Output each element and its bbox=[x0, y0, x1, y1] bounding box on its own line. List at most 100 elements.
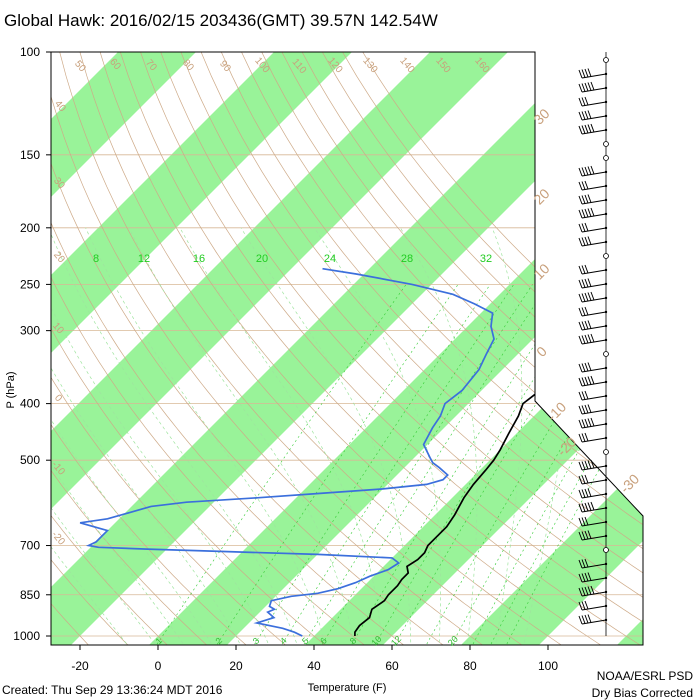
wind-barb-dot bbox=[604, 338, 608, 342]
dewpoint-line bbox=[79, 267, 495, 637]
wind-barb-feather bbox=[581, 377, 586, 386]
wind-barb-feather bbox=[587, 502, 592, 511]
wind-barb-dot bbox=[604, 534, 608, 538]
wind-barb-feather bbox=[581, 531, 586, 540]
wind-barb-feather bbox=[578, 461, 583, 471]
y-tick-label: 400 bbox=[20, 397, 40, 411]
y-tick-label: 250 bbox=[20, 277, 40, 291]
x-tick-label: 20 bbox=[229, 659, 243, 673]
wind-barb-dot bbox=[604, 240, 608, 244]
wind-barb-shaft bbox=[581, 605, 607, 611]
wind-barb-feather bbox=[578, 517, 583, 527]
wind-barb-feather bbox=[581, 209, 586, 218]
wind-barb-feather bbox=[590, 81, 595, 91]
mixing-ratio-line bbox=[301, 284, 533, 645]
wind-barb-dot bbox=[604, 422, 608, 426]
mixing-ratio-bottom-label: 2 bbox=[213, 636, 224, 647]
dry-adiabat-line bbox=[51, 52, 251, 645]
wind-barb-feather bbox=[578, 209, 583, 219]
wind-barb-shaft bbox=[581, 73, 607, 79]
wind-barb-dot bbox=[604, 86, 608, 90]
x-tick-label: -20 bbox=[71, 659, 89, 673]
wind-barb-feather bbox=[581, 125, 586, 134]
isotherm-band bbox=[51, 52, 520, 645]
wind-barb-dot bbox=[604, 282, 608, 286]
y-tick-label: 850 bbox=[20, 588, 40, 602]
x-axis-ticks: -20 0 20 40 60 80 100 bbox=[71, 645, 558, 673]
wind-barb-feather bbox=[587, 376, 592, 385]
calm-wind-circle bbox=[603, 57, 609, 63]
x-tick-label: 100 bbox=[538, 659, 558, 673]
wind-barb-feather bbox=[584, 376, 589, 386]
wind-barb-shaft bbox=[581, 311, 607, 317]
wind-barb-feather bbox=[587, 110, 592, 119]
wind-barb-feather bbox=[587, 166, 592, 175]
wind-barb-feather bbox=[584, 110, 589, 120]
wind-barb-feather bbox=[578, 377, 583, 387]
wind-barb-feather bbox=[581, 223, 586, 232]
wind-barb-feather bbox=[581, 69, 586, 78]
wind-barb-feather bbox=[587, 530, 592, 539]
wind-barb-feather bbox=[581, 321, 586, 330]
wind-barb-feather bbox=[581, 433, 586, 442]
wind-barb-dot bbox=[604, 604, 608, 608]
mixing-ratio-bottom-label: 3 bbox=[251, 636, 262, 647]
wind-barb-feather bbox=[578, 111, 583, 121]
wind-barb-dot bbox=[604, 128, 608, 132]
wind-barb-feather bbox=[587, 404, 592, 413]
wind-barb-dot bbox=[604, 198, 608, 202]
wind-barb-feather bbox=[587, 418, 592, 427]
y-axis-ticks: 100 150 200 250 300 400 500 700 850 1000 bbox=[13, 45, 51, 643]
wind-barb-dot bbox=[604, 100, 608, 104]
wind-barb-feather bbox=[581, 265, 586, 274]
wind-barb-feather bbox=[584, 558, 589, 568]
wind-barb-feather bbox=[578, 69, 583, 79]
wind-barb-feather bbox=[587, 124, 592, 133]
wind-barb-shaft bbox=[581, 619, 607, 625]
wind-barb-feather bbox=[581, 573, 586, 582]
moist-adiabat-line bbox=[240, 227, 412, 645]
wind-barb-shaft bbox=[581, 115, 607, 121]
mixing-ratio-label: 32 bbox=[480, 253, 492, 265]
wind-barb-feather bbox=[584, 306, 589, 316]
wind-barb-dot bbox=[604, 436, 608, 440]
dry-adiabat-line bbox=[281, 52, 643, 645]
wind-barb-feather bbox=[581, 601, 586, 610]
wind-barb-shaft bbox=[581, 325, 607, 331]
moist-adiabat-line bbox=[128, 227, 356, 645]
dry-adiabat-line bbox=[301, 52, 643, 645]
isotherm-band bbox=[446, 52, 643, 645]
x-tick-label: 0 bbox=[155, 659, 162, 673]
temperature-line bbox=[354, 58, 643, 636]
wind-barb-feather bbox=[584, 68, 589, 78]
wind-barb-feather bbox=[578, 489, 583, 499]
wind-barb-dot bbox=[604, 478, 608, 482]
dry-adiabat-line bbox=[200, 52, 643, 645]
dry-adiabat-line bbox=[0, 52, 13, 648]
dry-adiabat-line bbox=[59, 52, 527, 645]
wind-barb-feather bbox=[578, 279, 583, 289]
moist-adiabat-line bbox=[51, 227, 299, 645]
wind-barb-feather bbox=[584, 516, 589, 526]
moist-adiabat-line bbox=[491, 227, 523, 645]
x-tick-label: 40 bbox=[307, 659, 321, 673]
wind-barb-feather bbox=[584, 292, 589, 302]
wind-barb-feather bbox=[581, 237, 586, 246]
wind-barb-feather bbox=[581, 475, 586, 484]
wind-barb-feather bbox=[578, 293, 583, 303]
org-name: NOAA/ESRL PSD bbox=[597, 669, 694, 683]
wind-barb-dot bbox=[604, 380, 608, 384]
wind-barb-feather bbox=[581, 489, 586, 498]
wind-barb-feather bbox=[581, 363, 586, 372]
wind-barb-feather bbox=[584, 208, 589, 218]
wind-barb-feather bbox=[578, 433, 583, 443]
dry-adiabat-label: 130 bbox=[360, 55, 379, 75]
mixing-ratio-bottom-label: 4 bbox=[278, 636, 289, 647]
wind-barb-feather bbox=[587, 460, 592, 469]
wind-barb-feather bbox=[587, 488, 592, 497]
dry-adiabat-line bbox=[160, 52, 643, 645]
created-timestamp: Created: Thu Sep 29 13:36:24 MDT 2016 bbox=[2, 683, 223, 697]
wind-barb-feather bbox=[578, 475, 583, 485]
wind-barb-dot bbox=[604, 184, 608, 188]
